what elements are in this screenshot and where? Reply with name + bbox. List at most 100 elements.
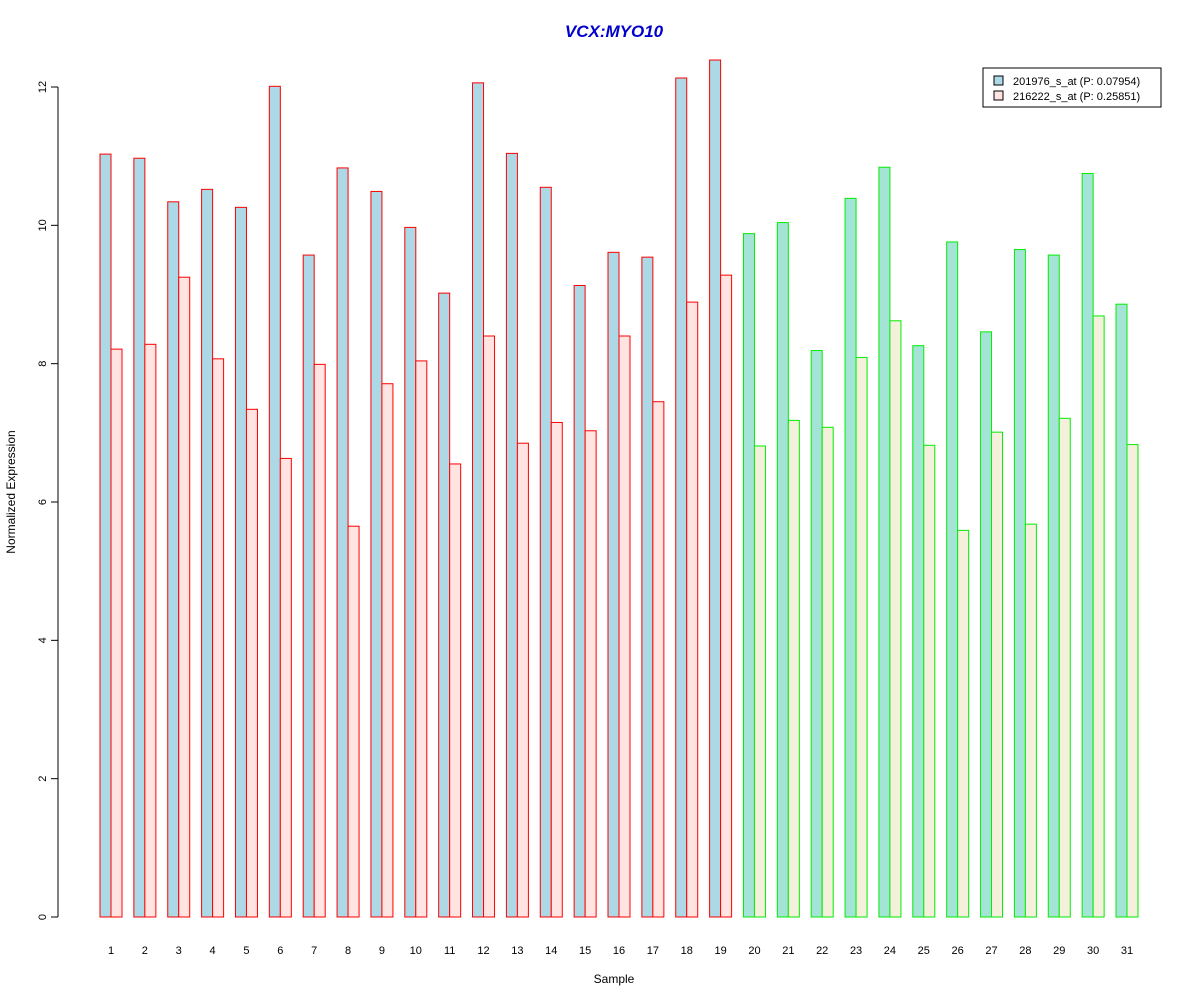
x-tick-label: 5 (243, 945, 249, 957)
bar-series-1 (505, 152, 518, 918)
bar-series-1 (404, 226, 417, 918)
x-tick-label: 16 (613, 945, 625, 957)
bar-series-1 (370, 190, 383, 918)
bar-series-2 (855, 356, 868, 918)
x-tick-label: 9 (379, 945, 385, 957)
y-tick-label: 8 (37, 361, 49, 367)
bar-series-1 (1115, 303, 1128, 918)
x-tick-label: 7 (311, 945, 317, 957)
x-tick-label: 4 (210, 945, 216, 957)
x-tick-label: 21 (782, 945, 794, 957)
x-tick-label: 10 (410, 945, 422, 957)
x-tick-label: 11 (444, 945, 455, 957)
x-tick-label: 14 (545, 945, 557, 957)
bar-series-2 (957, 529, 970, 918)
bar-series-1 (946, 241, 959, 918)
bar-series-2 (110, 348, 123, 918)
bar-series-2 (821, 426, 834, 918)
x-tick-label: 27 (985, 945, 997, 957)
bar-series-1 (980, 331, 993, 918)
bar-series-1 (99, 153, 112, 918)
bar-series-1 (201, 188, 214, 918)
x-tick-label: 15 (579, 945, 591, 957)
chart-title: VCX:MYO10 (565, 22, 664, 41)
legend-label-series-1: 201976_s_at (P: 0.07954) (1013, 76, 1140, 88)
x-tick-label: 8 (345, 945, 351, 957)
bar-series-2 (720, 274, 733, 918)
bar-series-2 (923, 444, 936, 918)
bar-series-2 (279, 457, 292, 918)
y-tick-label: 10 (37, 219, 49, 231)
x-tick-label: 19 (714, 945, 726, 957)
bar-series-1 (336, 167, 349, 918)
bar-series-1 (776, 222, 789, 918)
x-tick-label: 28 (1019, 945, 1031, 957)
bar-series-1 (607, 251, 620, 918)
x-tick-label: 24 (884, 945, 896, 957)
y-axis: 0 2 4 6 8 10 12 (37, 81, 59, 920)
legend-swatch-series-2 (993, 90, 1004, 101)
bar-series-1 (912, 345, 925, 918)
bar-series-2 (584, 430, 597, 918)
x-tick-label: 29 (1053, 945, 1065, 957)
bar-series-1 (302, 254, 315, 918)
bar-series-1 (878, 166, 891, 918)
bar-series-2 (449, 463, 462, 918)
bar-series-2 (516, 442, 529, 918)
bar-series-2 (347, 525, 360, 918)
x-axis: 1 2 3 4 5 6 7 8 9 10 11 12 13 14 15 16 17 18 19 20 21 22 23 24 2… (108, 945, 1133, 957)
x-tick-label: 2 (142, 945, 148, 957)
bar-series-2 (212, 358, 225, 918)
bar-series-1 (742, 233, 755, 918)
x-tick-label: 26 (952, 945, 964, 957)
bar-series-1 (133, 157, 146, 918)
bar-series-2 (686, 301, 699, 918)
x-tick-label: 31 (1121, 945, 1133, 957)
x-tick-label: 20 (748, 945, 760, 957)
bar-series-1 (1081, 172, 1094, 918)
bar-series-2 (889, 320, 902, 918)
x-axis-label: Sample (594, 972, 635, 986)
legend: 201976_s_at (P: 0.07954) 216222_s_at (P:… (982, 67, 1162, 108)
bar-series-2 (381, 383, 394, 918)
y-tick-label: 0 (37, 914, 49, 920)
bar-series-2 (313, 363, 326, 918)
bar-series-1 (268, 85, 281, 918)
bar-series-2 (483, 335, 496, 918)
bar-series-1 (810, 350, 823, 918)
x-tick-label: 30 (1087, 945, 1099, 957)
x-tick-label: 1 (108, 945, 114, 957)
x-tick-label: 25 (918, 945, 930, 957)
bar-series-1 (1013, 249, 1026, 918)
y-axis-label: Normalized Expression (4, 430, 18, 553)
legend-swatch-series-1 (993, 75, 1004, 86)
bar-series-2 (415, 360, 428, 918)
x-tick-label: 23 (850, 945, 862, 957)
bar-series-2 (178, 276, 191, 918)
y-tick-label: 6 (37, 499, 49, 505)
bar-series-1 (641, 256, 654, 918)
bar-series-2 (652, 401, 665, 918)
x-tick-label: 13 (511, 945, 523, 957)
bar-series-1 (539, 186, 552, 918)
bar-series-1 (844, 197, 857, 918)
x-tick-label: 3 (176, 945, 182, 957)
x-tick-label: 18 (681, 945, 693, 957)
bars-group (99, 59, 1139, 918)
legend-label-series-2: 216222_s_at (P: 0.25851) (1013, 91, 1140, 103)
bar-series-2 (1126, 444, 1139, 918)
bar-series-2 (991, 431, 1004, 918)
bar-series-1 (1047, 254, 1060, 918)
y-tick-label: 2 (37, 776, 49, 782)
x-tick-label: 12 (477, 945, 489, 957)
bar-series-2 (1092, 315, 1105, 918)
bar-series-2 (144, 343, 157, 918)
y-tick-label: 12 (37, 81, 49, 93)
bar-series-1 (675, 77, 688, 918)
bar-series-2 (1024, 523, 1037, 918)
bar-series-1 (234, 206, 247, 918)
bar-series-2 (787, 419, 800, 918)
x-tick-label: 22 (816, 945, 828, 957)
